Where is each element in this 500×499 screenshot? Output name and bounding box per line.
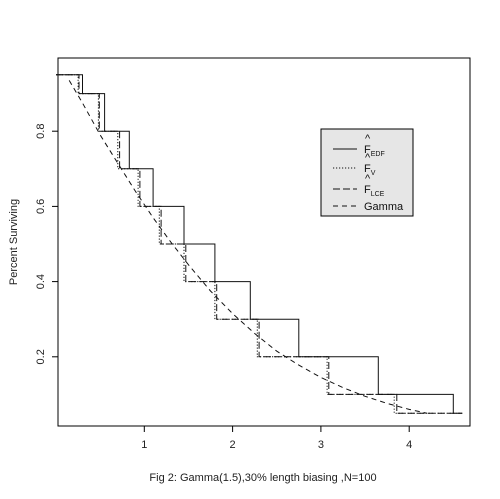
gamma-curve bbox=[68, 80, 428, 414]
x-axis: 1 2 3 4 bbox=[141, 426, 412, 451]
y-tick-label: 0.6 bbox=[35, 199, 47, 214]
y-axis-title: Percent Surviving bbox=[8, 199, 20, 285]
x-tick-label: 2 bbox=[230, 439, 236, 451]
series-layer bbox=[56, 74, 463, 414]
legend-hat: ^ bbox=[365, 133, 371, 145]
legend-hat: ^ bbox=[365, 152, 371, 164]
edf-step-line bbox=[56, 74, 463, 414]
legend-box bbox=[320, 128, 414, 217]
x-tick-label: 3 bbox=[318, 439, 324, 451]
y-tick-label: 0.8 bbox=[35, 124, 47, 139]
y-tick-label: 0.4 bbox=[35, 274, 47, 289]
figure-caption: Fig 2: Gamma(1.5),30% length biasing ,N=… bbox=[149, 472, 376, 484]
v-step-line bbox=[56, 74, 463, 414]
x-tick-label: 1 bbox=[141, 439, 147, 451]
y-axis: 0.2 0.4 0.6 0.8 bbox=[35, 124, 58, 364]
plot-frame bbox=[57, 57, 471, 427]
x-tick-label: 4 bbox=[406, 439, 412, 451]
legend-label: FV bbox=[364, 163, 376, 177]
legend: FEDF^FV^FLCE^Gamma bbox=[320, 128, 414, 217]
legend-hat: ^ bbox=[365, 173, 371, 185]
y-tick-label: 0.2 bbox=[35, 349, 47, 364]
legend-label: Gamma bbox=[364, 201, 404, 213]
lce-step-line bbox=[56, 74, 463, 414]
